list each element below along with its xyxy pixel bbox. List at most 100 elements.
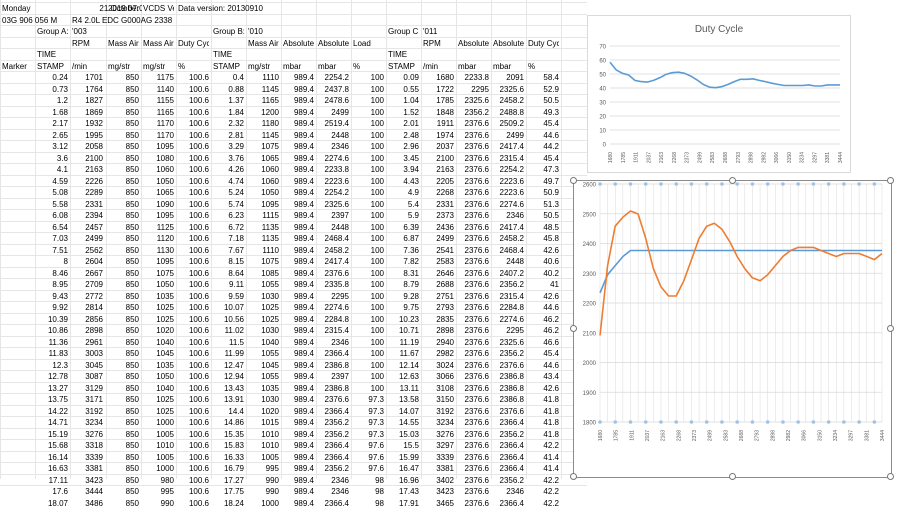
data-cell[interactable]: 6.72 (228, 222, 244, 232)
data-cell[interactable]: 2376.6 (464, 153, 489, 163)
data-cell[interactable]: 2417.4 (499, 222, 524, 232)
data-cell[interactable]: 100.6 (188, 349, 209, 358)
column-header[interactable]: Duty Cycle (178, 38, 209, 48)
data-cell[interactable]: 8.31 (403, 268, 419, 278)
data-cell[interactable]: 11.5 (229, 337, 244, 347)
data-cell[interactable]: 2356.2 (324, 464, 349, 473)
data-cell[interactable]: 2499 (506, 130, 524, 140)
data-cell[interactable]: 100 (370, 165, 384, 174)
data-cell[interactable]: 2814 (85, 303, 103, 312)
data-cell[interactable]: 1095 (261, 199, 279, 209)
data-cell[interactable]: 1.68 (52, 107, 68, 117)
data-cell[interactable]: 3423 (85, 475, 103, 485)
header-cell[interactable]: VCDS Vers (143, 4, 174, 13)
data-cell[interactable]: 3423 (436, 487, 454, 496)
data-cell[interactable]: 2386.8 (499, 383, 524, 393)
data-cell[interactable]: 1095 (156, 142, 174, 151)
data-cell[interactable]: 97.3 (368, 395, 384, 404)
data-cell[interactable]: 2091 (506, 73, 524, 82)
data-cell[interactable]: 3465 (436, 498, 454, 508)
stamp-header[interactable]: STAMP (388, 61, 415, 71)
data-cell[interactable]: 100.6 (188, 211, 209, 220)
data-cell[interactable]: 850 (125, 418, 139, 427)
data-cell[interactable]: 100.6 (188, 406, 209, 416)
column-header[interactable]: Load (353, 38, 371, 48)
unit-header[interactable]: % (528, 61, 536, 71)
data-cell[interactable]: 100 (370, 73, 384, 82)
data-cell[interactable]: 989.4 (293, 96, 314, 105)
data-cell[interactable]: 2.81 (228, 130, 244, 140)
data-cell[interactable]: 100.6 (188, 303, 209, 312)
data-cell[interactable]: 2376.6 (464, 119, 489, 128)
time-header[interactable]: TIME (37, 50, 57, 59)
data-cell[interactable]: 989.4 (293, 291, 314, 301)
data-cell[interactable]: 850 (125, 406, 139, 416)
data-cell[interactable]: 1005 (156, 429, 174, 439)
unit-header[interactable]: mbar (318, 61, 337, 71)
data-cell[interactable]: 100.6 (188, 130, 209, 140)
data-cell[interactable]: 44.6 (543, 130, 559, 140)
data-cell[interactable]: 989.4 (293, 349, 314, 358)
data-cell[interactable]: 41.8 (543, 429, 559, 439)
data-cell[interactable]: 1115 (262, 211, 279, 220)
data-cell[interactable]: 1045 (156, 349, 174, 358)
data-cell[interactable]: 2386.8 (324, 360, 349, 370)
data-cell[interactable]: 18.24 (223, 498, 244, 508)
data-cell[interactable]: 2376.6 (464, 360, 489, 370)
column-header[interactable]: Absolute P (283, 38, 314, 48)
data-cell[interactable]: 3108 (436, 383, 454, 393)
data-cell[interactable]: 2058 (85, 142, 103, 151)
unit-header[interactable]: mbar (458, 61, 477, 71)
data-cell[interactable]: 1040 (156, 337, 174, 347)
data-cell[interactable]: 3066 (436, 372, 454, 381)
data-cell[interactable]: 11.36 (48, 337, 68, 347)
data-cell[interactable]: 100.6 (188, 165, 209, 174)
data-cell[interactable]: 3045 (85, 360, 103, 370)
ecu-part-number[interactable]: 03G 906 056 M (2, 15, 58, 25)
data-cell[interactable]: 2417.4 (499, 142, 524, 151)
data-cell[interactable]: 42.2 (543, 498, 559, 508)
data-cell[interactable]: 1000 (156, 418, 174, 427)
data-cell[interactable]: 100 (370, 303, 384, 312)
data-cell[interactable]: 100.6 (188, 418, 209, 427)
data-cell[interactable]: 5.4 (407, 199, 419, 209)
data-cell[interactable]: 3234 (85, 418, 103, 427)
data-cell[interactable]: 2366.4 (324, 441, 349, 450)
data-cell[interactable]: 2356.2 (499, 349, 524, 358)
data-cell[interactable]: 1995 (85, 130, 103, 140)
data-cell[interactable]: 13.43 (223, 383, 244, 393)
data-cell[interactable]: 2499 (436, 234, 454, 243)
data-cell[interactable]: 12.78 (47, 372, 68, 381)
data-cell[interactable]: 97.3 (368, 406, 384, 416)
data-cell[interactable]: 100.6 (188, 360, 209, 370)
data-cell[interactable]: 100 (370, 245, 384, 255)
data-cell[interactable]: 2346 (331, 475, 349, 485)
data-cell[interactable]: 850 (125, 383, 139, 393)
data-cell[interactable]: 10.71 (398, 326, 419, 335)
data-cell[interactable]: 2295 (506, 326, 524, 335)
data-cell[interactable]: 14.71 (47, 418, 68, 427)
data-cell[interactable]: 1045 (261, 360, 279, 370)
data-cell[interactable]: 2.48 (403, 130, 419, 140)
data-cell[interactable]: 3.6 (56, 153, 68, 163)
data-cell[interactable]: 3.76 (228, 153, 244, 163)
data-cell[interactable]: 2376.6 (464, 130, 489, 140)
data-cell[interactable]: 2709 (85, 280, 103, 289)
data-cell[interactable]: 1040 (156, 383, 174, 393)
data-cell[interactable]: 850 (125, 257, 139, 266)
data-cell[interactable]: 100.6 (188, 291, 209, 301)
data-cell[interactable]: 15.19 (47, 429, 68, 439)
data-cell[interactable]: 850 (125, 360, 139, 370)
data-cell[interactable]: 1165 (156, 107, 174, 117)
data-cell[interactable]: 100 (370, 188, 384, 197)
data-cell[interactable]: 1130 (156, 245, 174, 255)
data-cell[interactable]: 2331 (85, 199, 103, 209)
data-cell[interactable]: 41.4 (543, 452, 559, 462)
data-cell[interactable]: 1025 (156, 406, 174, 416)
data-cell[interactable]: 10.56 (223, 314, 244, 324)
data-cell[interactable]: 100.6 (188, 429, 209, 439)
data-cell[interactable]: 3276 (85, 429, 103, 439)
data-cell[interactable]: 12.3 (52, 360, 68, 370)
data-cell[interactable]: 1145 (261, 130, 279, 140)
data-cell[interactable]: 100 (370, 349, 384, 358)
